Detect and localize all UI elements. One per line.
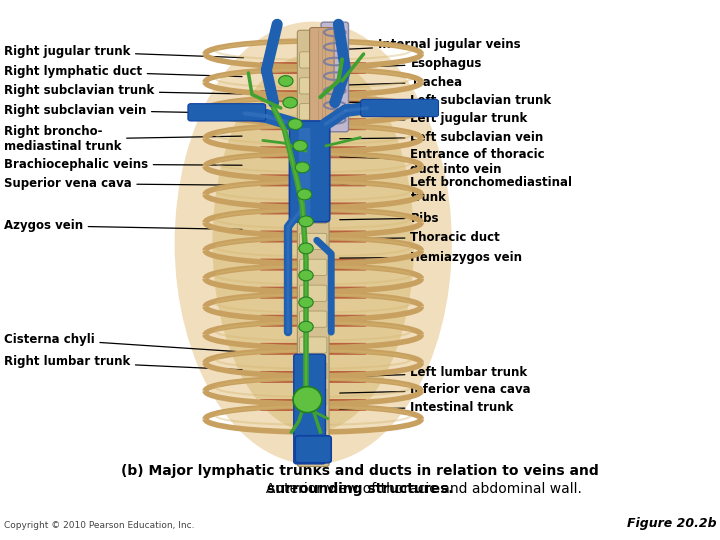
- FancyBboxPatch shape: [300, 78, 327, 94]
- FancyBboxPatch shape: [300, 104, 327, 120]
- Text: Brachiocephalic veins: Brachiocephalic veins: [4, 158, 242, 171]
- Text: Left jugular trunk: Left jugular trunk: [340, 112, 528, 125]
- FancyBboxPatch shape: [300, 337, 327, 353]
- FancyBboxPatch shape: [261, 399, 366, 411]
- FancyBboxPatch shape: [261, 174, 366, 186]
- FancyBboxPatch shape: [261, 259, 366, 271]
- FancyBboxPatch shape: [261, 399, 366, 411]
- FancyBboxPatch shape: [261, 287, 366, 299]
- Circle shape: [283, 97, 297, 108]
- FancyBboxPatch shape: [289, 121, 330, 222]
- Text: Cisterna chyli: Cisterna chyli: [4, 333, 242, 352]
- Text: Ribs: Ribs: [340, 212, 439, 225]
- Text: (b) Major lymphatic trunks and ducts in relation to veins and: (b) Major lymphatic trunks and ducts in …: [121, 464, 599, 478]
- FancyBboxPatch shape: [300, 181, 327, 198]
- Circle shape: [288, 119, 302, 130]
- FancyBboxPatch shape: [188, 104, 266, 121]
- Circle shape: [299, 216, 313, 227]
- FancyBboxPatch shape: [300, 207, 327, 224]
- Text: Right jugular trunk: Right jugular trunk: [4, 45, 243, 58]
- FancyBboxPatch shape: [261, 315, 366, 327]
- Circle shape: [299, 243, 313, 254]
- FancyBboxPatch shape: [300, 233, 327, 249]
- Text: Hemiazygos vein: Hemiazygos vein: [340, 251, 523, 264]
- Text: Inferior vena cava: Inferior vena cava: [340, 383, 531, 396]
- Text: Right broncho-
mediastinal trunk: Right broncho- mediastinal trunk: [4, 125, 242, 153]
- Circle shape: [299, 270, 313, 281]
- FancyBboxPatch shape: [261, 343, 366, 355]
- Circle shape: [299, 297, 313, 308]
- Ellipse shape: [293, 387, 322, 413]
- FancyBboxPatch shape: [261, 118, 366, 130]
- Text: Intestinal trunk: Intestinal trunk: [340, 401, 514, 414]
- Circle shape: [299, 321, 313, 332]
- FancyBboxPatch shape: [300, 363, 327, 379]
- FancyBboxPatch shape: [261, 202, 366, 214]
- FancyBboxPatch shape: [261, 202, 366, 214]
- Text: Esophagus: Esophagus: [340, 57, 482, 70]
- FancyBboxPatch shape: [261, 259, 366, 271]
- FancyBboxPatch shape: [310, 28, 334, 126]
- FancyBboxPatch shape: [300, 52, 327, 68]
- FancyBboxPatch shape: [300, 156, 327, 172]
- Text: Figure 20.2b: Figure 20.2b: [627, 517, 716, 530]
- Text: Entrance of thoracic
duct into vein: Entrance of thoracic duct into vein: [340, 148, 545, 176]
- FancyBboxPatch shape: [261, 231, 366, 242]
- FancyBboxPatch shape: [261, 90, 366, 102]
- FancyBboxPatch shape: [261, 287, 366, 299]
- Text: Left lumbar trunk: Left lumbar trunk: [340, 366, 528, 379]
- FancyBboxPatch shape: [300, 311, 327, 327]
- FancyBboxPatch shape: [361, 99, 438, 117]
- FancyBboxPatch shape: [300, 259, 327, 275]
- FancyBboxPatch shape: [261, 62, 366, 74]
- FancyBboxPatch shape: [300, 285, 327, 301]
- FancyBboxPatch shape: [261, 343, 366, 355]
- FancyBboxPatch shape: [261, 174, 366, 186]
- Text: Azygos vein: Azygos vein: [4, 219, 242, 232]
- Circle shape: [279, 76, 293, 86]
- FancyBboxPatch shape: [261, 371, 366, 383]
- Text: Trachea: Trachea: [340, 76, 462, 89]
- FancyBboxPatch shape: [300, 389, 327, 405]
- FancyBboxPatch shape: [321, 22, 348, 132]
- FancyBboxPatch shape: [261, 146, 366, 158]
- Text: Anterior view of thoracic and abdominal wall.: Anterior view of thoracic and abdominal …: [138, 482, 582, 496]
- Text: Right lymphatic duct: Right lymphatic duct: [4, 65, 242, 78]
- Text: Right lumbar trunk: Right lumbar trunk: [4, 355, 242, 370]
- FancyBboxPatch shape: [261, 118, 366, 130]
- Text: Internal jugular veins: Internal jugular veins: [340, 38, 521, 51]
- Text: Right subclavian vein: Right subclavian vein: [4, 104, 242, 117]
- FancyBboxPatch shape: [261, 62, 366, 74]
- FancyBboxPatch shape: [261, 315, 366, 327]
- Text: Right subclavian trunk: Right subclavian trunk: [4, 84, 242, 97]
- Circle shape: [293, 140, 307, 151]
- FancyBboxPatch shape: [261, 90, 366, 102]
- Text: Superior vena cava: Superior vena cava: [4, 177, 242, 190]
- Circle shape: [297, 189, 312, 200]
- Circle shape: [295, 162, 310, 173]
- FancyBboxPatch shape: [300, 415, 327, 431]
- FancyBboxPatch shape: [299, 128, 310, 218]
- Ellipse shape: [174, 22, 452, 464]
- Ellipse shape: [212, 54, 414, 432]
- Text: Thoracic duct: Thoracic duct: [340, 231, 500, 244]
- Text: Left subclavian vein: Left subclavian vein: [340, 131, 544, 144]
- FancyBboxPatch shape: [261, 231, 366, 242]
- FancyBboxPatch shape: [300, 130, 327, 146]
- Text: Left subclavian trunk: Left subclavian trunk: [340, 94, 552, 107]
- FancyBboxPatch shape: [295, 436, 331, 463]
- FancyBboxPatch shape: [300, 441, 327, 457]
- FancyBboxPatch shape: [261, 371, 366, 383]
- Text: Copyright © 2010 Pearson Education, Inc.: Copyright © 2010 Pearson Education, Inc.: [4, 521, 194, 530]
- FancyBboxPatch shape: [294, 354, 325, 464]
- FancyBboxPatch shape: [297, 30, 329, 467]
- Text: Left bronchomediastinal
trunk: Left bronchomediastinal trunk: [340, 176, 572, 204]
- FancyBboxPatch shape: [261, 146, 366, 158]
- Text: surrounding structures.: surrounding structures.: [266, 482, 454, 496]
